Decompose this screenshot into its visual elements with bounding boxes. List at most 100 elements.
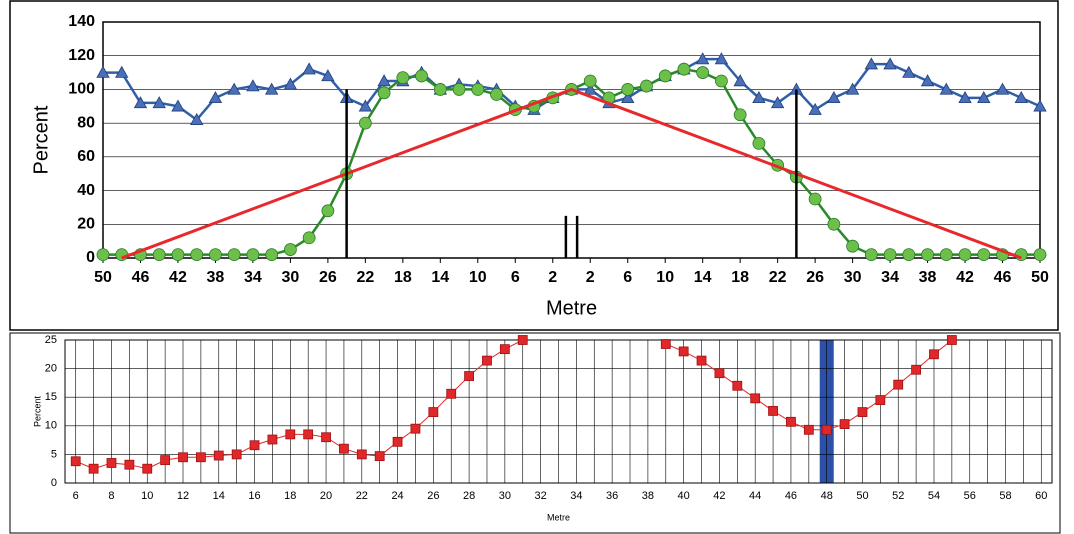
x-tick-label: 18 xyxy=(394,269,412,286)
marker xyxy=(267,434,278,445)
x-tick-label: 20 xyxy=(320,490,332,502)
x-tick-label: 38 xyxy=(207,269,225,286)
y-tick-label: 120 xyxy=(68,47,95,64)
x-tick-label: 30 xyxy=(844,269,862,286)
marker xyxy=(190,248,204,262)
marker xyxy=(208,91,223,104)
marker xyxy=(583,74,597,88)
marker xyxy=(356,449,367,460)
x-tick-label: 30 xyxy=(499,490,511,502)
marker xyxy=(733,74,747,87)
series-line xyxy=(121,87,1022,260)
marker xyxy=(827,91,841,104)
x-tick-label: 42 xyxy=(713,490,725,502)
marker xyxy=(415,69,428,83)
marker xyxy=(452,83,466,96)
x-tick-label: 18 xyxy=(284,490,296,502)
marker xyxy=(302,231,316,245)
marker xyxy=(358,116,372,130)
x-tick-label: 46 xyxy=(785,490,797,502)
marker xyxy=(696,52,710,65)
top-frame xyxy=(9,0,1059,331)
x-tick-label: 46 xyxy=(994,269,1012,286)
marker xyxy=(821,424,832,435)
x-tick-label: 32 xyxy=(534,490,546,502)
y-tick-label: 0 xyxy=(86,249,95,266)
x-axis-label: Metre xyxy=(547,512,570,522)
x-tick-label: 50 xyxy=(1031,269,1049,286)
marker xyxy=(446,388,457,399)
marker xyxy=(264,82,279,95)
marker xyxy=(96,248,110,262)
marker xyxy=(752,91,766,104)
x-tick-label: 6 xyxy=(73,490,79,502)
marker xyxy=(733,108,747,122)
x-tick-label: 10 xyxy=(469,269,487,286)
marker xyxy=(640,79,653,93)
marker xyxy=(171,248,185,262)
marker xyxy=(893,379,904,390)
marker xyxy=(303,429,314,440)
marker xyxy=(750,393,761,404)
marker xyxy=(517,335,528,345)
x-tick-label: 60 xyxy=(1035,490,1047,502)
x-tick-label: 16 xyxy=(248,490,260,502)
marker xyxy=(1014,248,1028,262)
marker xyxy=(911,364,922,375)
x-tick-label: 14 xyxy=(431,269,449,286)
marker xyxy=(285,429,296,440)
marker xyxy=(732,380,743,391)
marker xyxy=(283,243,297,256)
y-axis-label: Percent xyxy=(30,105,52,174)
plot-border xyxy=(102,21,1041,259)
bottom-frame xyxy=(9,332,1061,534)
x-tick-label: 34 xyxy=(570,490,582,502)
x-tick-label: 12 xyxy=(177,490,189,502)
marker xyxy=(715,74,728,88)
x-tick-label: 46 xyxy=(132,269,150,286)
marker xyxy=(946,335,957,345)
x-tick-label: 28 xyxy=(463,490,475,502)
marker xyxy=(464,371,474,381)
marker xyxy=(658,69,672,83)
marker xyxy=(902,248,916,262)
marker xyxy=(883,248,897,262)
x-tick-label: 22 xyxy=(769,269,787,286)
marker xyxy=(864,57,879,70)
marker xyxy=(696,66,710,79)
marker xyxy=(321,432,331,443)
marker xyxy=(339,443,349,454)
x-tick-label: 2 xyxy=(586,269,595,286)
x-tick-label: 44 xyxy=(749,490,761,502)
marker xyxy=(115,65,129,78)
marker xyxy=(883,57,897,70)
marker xyxy=(377,86,391,100)
marker xyxy=(392,436,403,447)
marker xyxy=(115,248,129,262)
marker xyxy=(803,424,814,435)
marker xyxy=(499,344,510,355)
x-tick-label: 26 xyxy=(319,269,337,286)
marker xyxy=(209,248,222,262)
marker xyxy=(152,248,166,262)
y-tick-label: 100 xyxy=(68,81,95,98)
marker xyxy=(227,248,241,262)
marker xyxy=(160,455,171,466)
marker xyxy=(752,136,766,150)
marker xyxy=(377,74,391,87)
marker xyxy=(995,82,1010,95)
marker xyxy=(846,239,859,253)
x-tick-label: 52 xyxy=(892,490,904,502)
y-tick-label: 10 xyxy=(45,420,57,432)
y-tick-label: 0 xyxy=(51,477,57,489)
marker xyxy=(106,458,117,468)
x-tick-label: 22 xyxy=(356,269,374,286)
marker xyxy=(490,88,503,101)
marker xyxy=(321,204,335,218)
marker xyxy=(621,83,635,96)
marker xyxy=(358,99,373,112)
x-tick-label: 48 xyxy=(821,490,833,502)
marker xyxy=(471,83,485,96)
y-tick-label: 20 xyxy=(45,363,57,375)
